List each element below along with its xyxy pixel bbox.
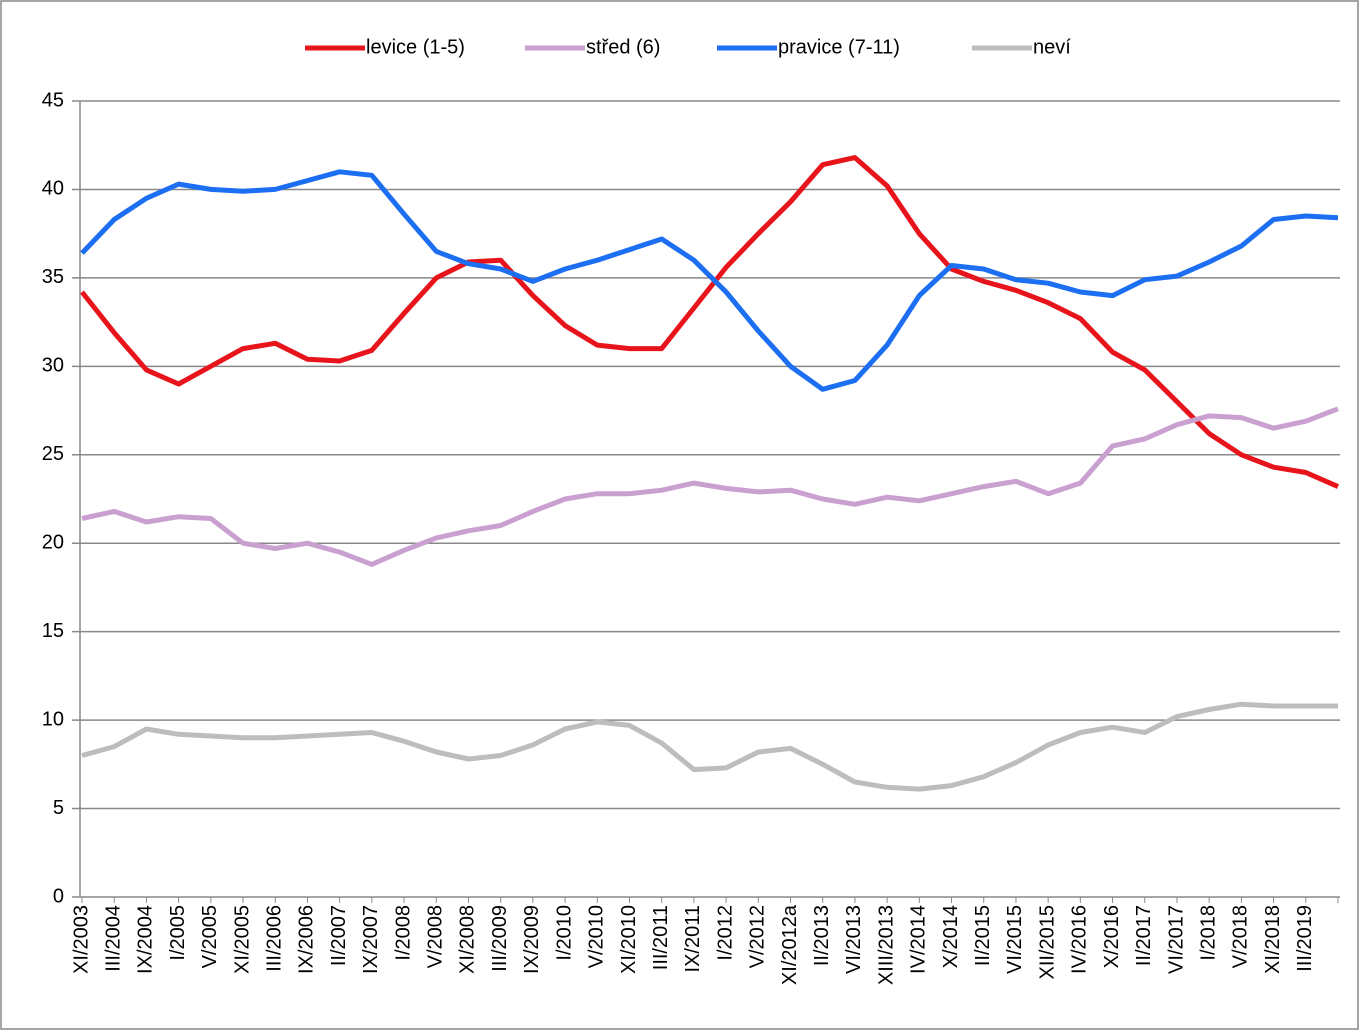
series-line [80, 169, 1339, 392]
x-tick-label: IX/2004 [135, 905, 157, 974]
x-tick-label: V/2018 [1230, 905, 1252, 968]
x-tick-label: III/2004 [102, 905, 124, 972]
x-tick-label: XII/2015 [1036, 905, 1058, 980]
x-tick-label: IX/2007 [360, 905, 382, 974]
x-tick-label: III/2011 [650, 905, 672, 970]
series-line [81, 701, 1338, 792]
legend-label: pravice (7-11) [778, 36, 900, 58]
x-tick-label: V/2005 [199, 905, 221, 968]
x-tick-label: II/2015 [972, 905, 994, 966]
x-tick-label: V/2008 [425, 905, 447, 968]
x-tick-label: I/2010 [553, 905, 575, 961]
x-tick-label: IX/2009 [521, 905, 543, 974]
x-tick-label: II/2017 [1133, 905, 1155, 966]
y-tick-label: 35 [42, 266, 64, 288]
x-tick-label: IX/2006 [296, 905, 318, 974]
x-tick-label: I/2018 [1197, 905, 1219, 961]
y-tick-label: 20 [42, 532, 64, 554]
x-tick-label: VI/2015 [1004, 905, 1026, 974]
x-tick-label: V/2012 [747, 905, 769, 968]
legend-label: střed (6) [586, 36, 660, 58]
y-tick-label: 5 [53, 797, 64, 819]
x-tick-label: VI/2017 [1165, 905, 1187, 974]
x-tick-label: IX/2011 [682, 905, 704, 972]
y-tick-label: 30 [42, 355, 64, 377]
x-tick-label: VI/2013 [843, 905, 865, 974]
x-tick-label: III/2006 [264, 905, 286, 972]
series-line [80, 155, 1340, 489]
x-tick-label: III/2009 [489, 905, 511, 972]
x-tick-label: XI/2003 [70, 905, 92, 974]
legend-label: neví [1033, 36, 1071, 58]
x-tick-label: I/2012 [714, 905, 736, 961]
x-tick-label: V/2010 [586, 905, 608, 968]
y-tick-label: 45 [42, 89, 64, 111]
y-tick-label: 40 [42, 178, 64, 200]
y-tick-label: 25 [42, 443, 64, 465]
x-tick-label: II/2013 [811, 905, 833, 966]
x-tick-label: III/2019 [1294, 905, 1316, 972]
y-tick-label: 0 [53, 885, 64, 907]
x-tick-label: XI/2005 [231, 905, 253, 974]
x-tick-label: II/2007 [328, 905, 350, 966]
x-tick-label: IV/2014 [908, 905, 930, 974]
x-tick-label: XI/2008 [457, 905, 479, 974]
legend-label: levice (1-5) [366, 36, 465, 58]
series-line [81, 406, 1339, 567]
x-tick-label: I/2008 [392, 905, 414, 961]
x-tick-label: X/2014 [940, 905, 962, 968]
y-tick-label: 15 [42, 620, 64, 642]
x-tick-label: XIII/2013 [875, 905, 897, 985]
x-tick-label: IV/2016 [1069, 905, 1091, 974]
x-tick-label: X/2016 [1101, 905, 1123, 968]
x-tick-label: XI/2010 [618, 905, 640, 974]
x-tick-label: I/2005 [167, 905, 189, 961]
x-tick-label: XI/2012a [779, 904, 801, 985]
x-tick-label: XI/2018 [1262, 905, 1284, 974]
y-tick-label: 10 [42, 708, 64, 730]
